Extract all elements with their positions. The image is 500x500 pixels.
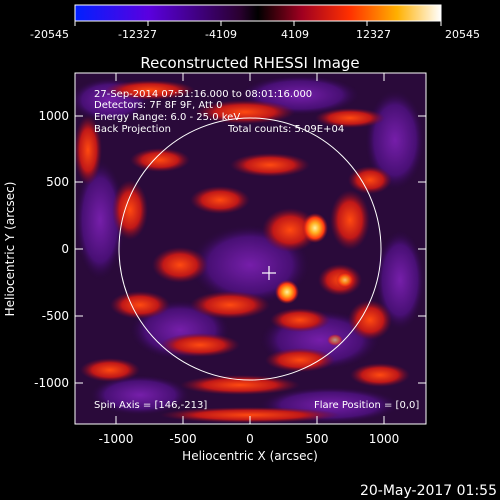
energy-range: Energy Range: 6.0 - 25.0 keV bbox=[94, 112, 240, 123]
x-tick-label: -500 bbox=[169, 432, 196, 446]
colorbar-tick-label: 20545 bbox=[445, 28, 480, 41]
colorbar-tick-label: -20545 bbox=[30, 28, 69, 41]
plot-title: Reconstructed RHESSI Image bbox=[140, 54, 359, 72]
spin-axis-marker bbox=[262, 266, 276, 280]
flare-position-label: Flare Position = [0,0] bbox=[314, 400, 419, 411]
rhessi-image bbox=[75, 73, 426, 424]
y-tick-label: 1000 bbox=[38, 109, 69, 123]
x-tick-label: -1000 bbox=[99, 432, 134, 446]
x-tick-label: 0 bbox=[246, 432, 254, 446]
colorbar-tick-label: 4109 bbox=[281, 28, 309, 41]
colorbar-ticks bbox=[74, 21, 442, 26]
solar-limb-circle bbox=[118, 117, 382, 381]
detectors-info: Detectors: 7F 8F 9F, Att 0 bbox=[94, 100, 222, 111]
plot-date: 20-May-2017 01:55 bbox=[360, 483, 497, 499]
x-axis-title: Heliocentric X (arcsec) bbox=[182, 449, 318, 463]
axis-ticks bbox=[75, 73, 426, 424]
spin-axis-label: Spin Axis = [146,-213] bbox=[94, 400, 207, 411]
x-tick-label: 500 bbox=[306, 432, 329, 446]
y-tick-label: -1000 bbox=[34, 376, 69, 390]
colorbar-tick-label: -4109 bbox=[205, 28, 237, 41]
time-range: 27-Sep-2014 07:51:16.000 to 08:01:16.000 bbox=[94, 89, 312, 100]
y-tick-label: 0 bbox=[61, 242, 69, 256]
colorbar bbox=[74, 4, 442, 22]
total-counts: Total counts: 5.09E+04 bbox=[227, 124, 344, 135]
x-tick-label: 1000 bbox=[369, 432, 400, 446]
y-axis-title: Heliocentric Y (arcsec) bbox=[3, 182, 17, 317]
y-tick-label: -500 bbox=[42, 309, 69, 323]
colorbar-tick-label: 12327 bbox=[356, 28, 391, 41]
y-tick-label: 500 bbox=[46, 175, 69, 189]
colorbar-tick-label: -12327 bbox=[118, 28, 157, 41]
method-label: Back Projection bbox=[94, 124, 171, 135]
bright-sources bbox=[275, 213, 354, 346]
